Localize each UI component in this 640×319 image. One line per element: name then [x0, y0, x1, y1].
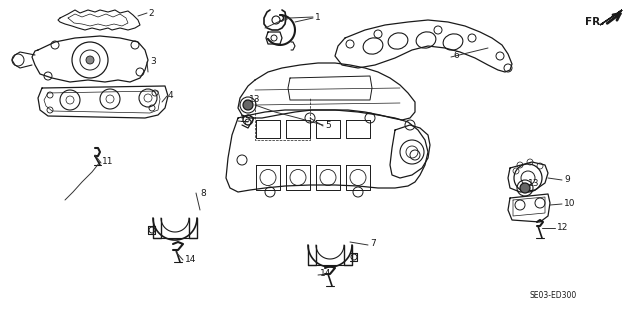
Text: 14: 14: [185, 255, 196, 263]
Text: 7: 7: [370, 240, 376, 249]
Text: 2: 2: [148, 9, 154, 18]
Text: 4: 4: [168, 92, 173, 100]
Text: 14: 14: [320, 270, 332, 278]
Text: 3: 3: [150, 57, 156, 66]
Text: 10: 10: [564, 198, 575, 207]
Text: 5: 5: [325, 121, 331, 130]
Text: 6: 6: [453, 51, 459, 61]
Circle shape: [243, 100, 253, 110]
Polygon shape: [600, 10, 622, 25]
Text: 8: 8: [200, 189, 205, 197]
Text: 15: 15: [240, 115, 252, 124]
Text: SE03-ED300: SE03-ED300: [530, 291, 577, 300]
Text: 13: 13: [528, 180, 540, 189]
Text: 11: 11: [102, 158, 113, 167]
Text: 12: 12: [557, 222, 568, 232]
Text: 9: 9: [564, 174, 570, 183]
Circle shape: [520, 183, 530, 193]
Text: 13: 13: [249, 94, 260, 103]
Text: 1: 1: [315, 12, 321, 21]
Text: FR.: FR.: [585, 17, 604, 27]
Circle shape: [86, 56, 94, 64]
